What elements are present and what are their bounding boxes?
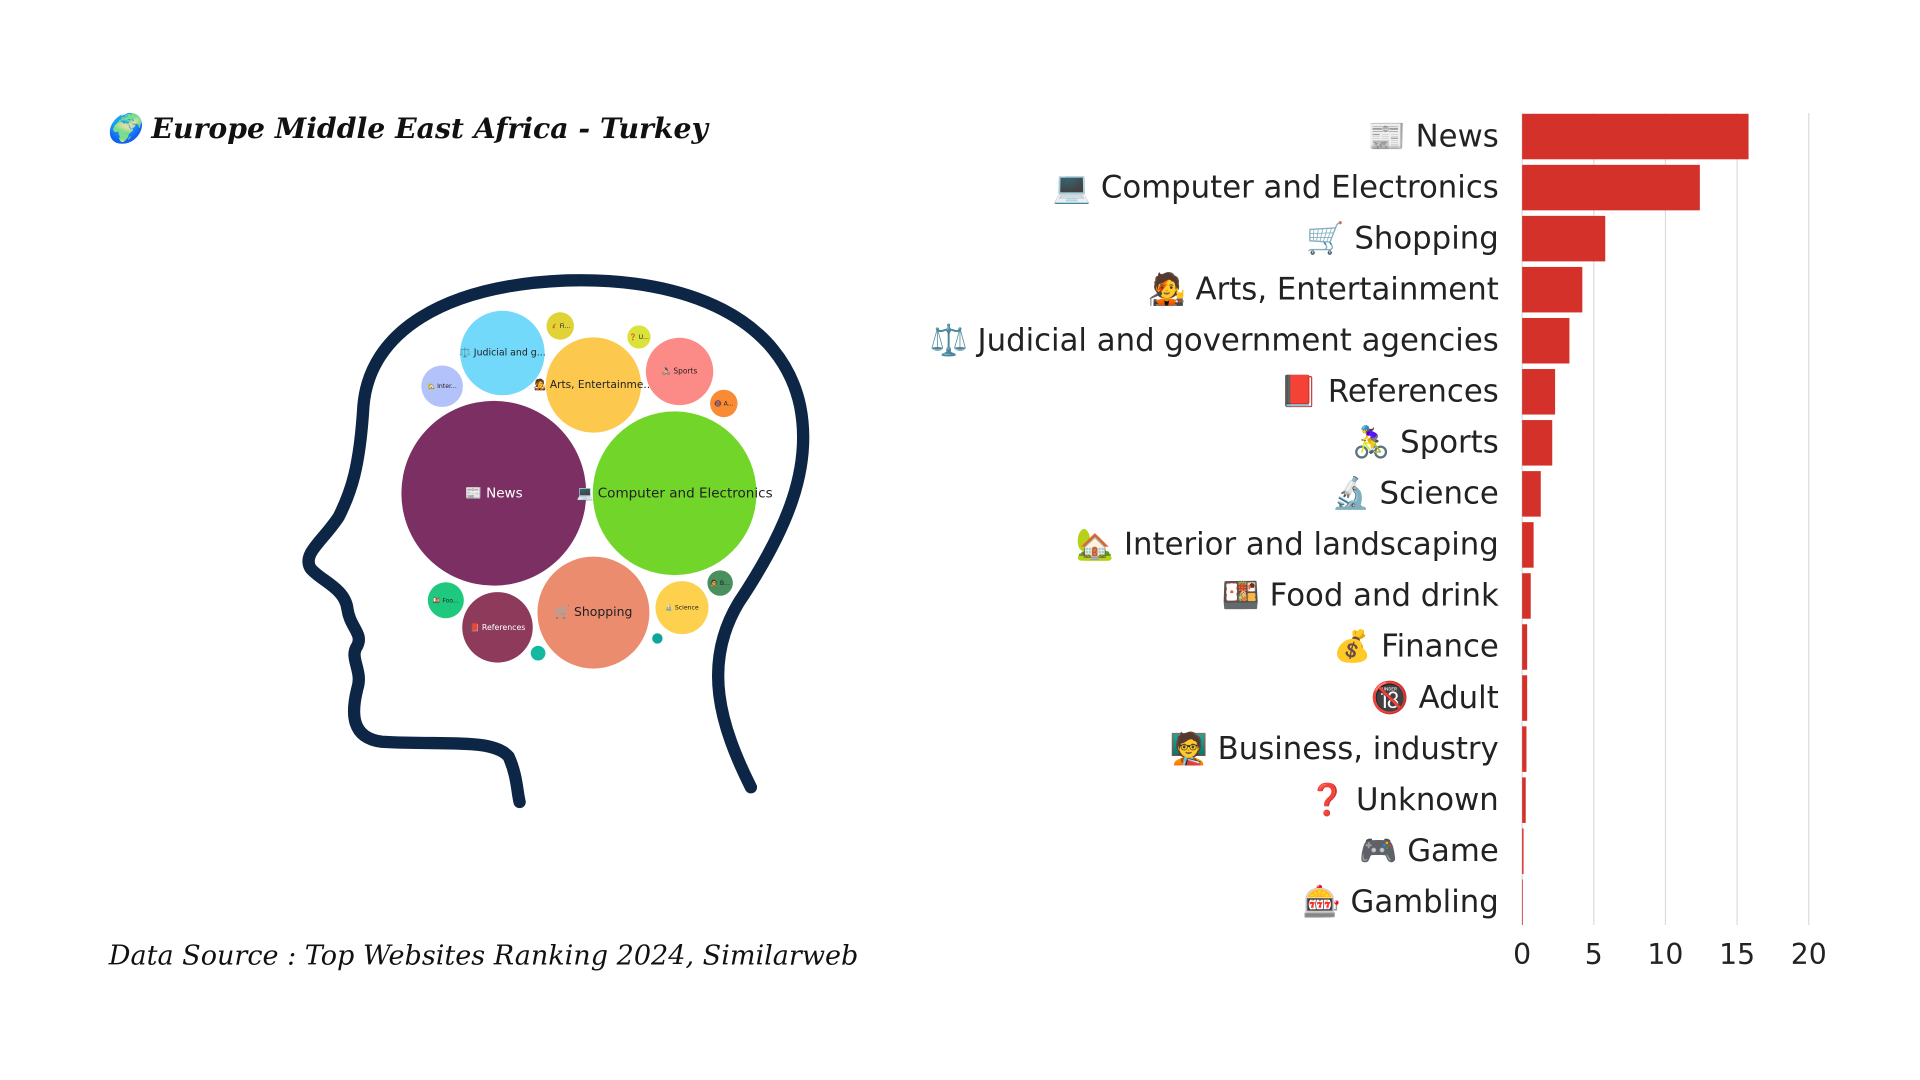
y-tick-label: 🔬 Science: [1332, 475, 1499, 512]
bubble: [655, 581, 709, 635]
x-tick-label: 5: [1585, 938, 1603, 971]
bar: [1522, 675, 1528, 721]
bubble: [462, 592, 533, 663]
bar: [1522, 317, 1570, 364]
bubble: [460, 310, 545, 396]
bar: [1522, 522, 1534, 568]
y-tick-label: 💰 Finance: [1333, 629, 1499, 665]
bar: [1522, 624, 1528, 670]
bar: [1522, 113, 1749, 160]
bubble: [427, 582, 464, 619]
bubble: [421, 365, 463, 408]
bubble: [530, 645, 546, 661]
bar: [1522, 573, 1531, 619]
bubble-label: 💻 Computer and Electronics: [577, 485, 773, 501]
bubble-label: 🔬 Science: [665, 604, 699, 612]
x-tick-label: 10: [1647, 938, 1683, 971]
y-tick-label: 🍱 Food and drink: [1222, 578, 1499, 614]
bubble: [710, 389, 738, 418]
y-tick-label: 🎰 Gambling: [1302, 884, 1498, 920]
y-tick-label: 🔞 Adult: [1371, 680, 1499, 716]
bubble-label: 💰 Fi...: [550, 322, 570, 330]
bubble-label: 🛒 Shopping: [555, 604, 633, 619]
bubble-label: ⚖️ Judicial and g...: [459, 347, 546, 359]
y-tick-label: ❓ Unknown: [1308, 782, 1499, 818]
bubble: [537, 556, 650, 669]
x-tick-label: 20: [1791, 938, 1827, 971]
y-tick-label: 🛒 Shopping: [1306, 220, 1498, 256]
y-tick-label: 💻 Computer and Electronics: [1053, 169, 1499, 205]
bubble-label: 🚴‍♀️ Sports: [662, 366, 698, 375]
y-tick-label: ⚖️ Judicial and government agencies: [929, 322, 1498, 358]
bar: [1522, 164, 1700, 211]
y-tick-label: 🎮 Game: [1359, 833, 1499, 869]
bubble-label: 📰 News: [465, 485, 523, 501]
bubble-label: 🧑‍🎤 Arts, Entertainme...: [533, 378, 653, 391]
bubble-label: 📕 References: [470, 623, 526, 632]
bubble: [592, 411, 757, 576]
bar-chart: 0 5 10 15 20 📰 News 💻 Computer and Electronics…: [929, 113, 1827, 971]
bar: [1522, 369, 1556, 415]
y-tick-label: 🧑‍🎤 Arts, Entertainment: [1148, 270, 1499, 307]
bar: [1522, 471, 1541, 517]
source-note: Data Source : Top Websites Ranking 2024,…: [108, 940, 859, 971]
bubble: [627, 325, 651, 349]
bar: [1522, 726, 1527, 772]
bubble-label: 🏡 Inter...: [427, 382, 456, 390]
bubble-label: ❓ U...: [629, 333, 649, 341]
bubble: [645, 337, 714, 406]
bar: [1522, 879, 1523, 926]
bar: [1522, 266, 1583, 313]
head-outline: [302, 274, 810, 809]
bubble-label: 🧑‍🏫 B...: [710, 579, 730, 587]
bubble: [401, 400, 587, 586]
bubble-label: 🔞 A...: [714, 399, 734, 407]
y-tick-label: 🏡 Interior and landscaping: [1076, 527, 1499, 563]
bar: [1522, 777, 1526, 823]
chart-title: 🌍 Europe Middle East Africa - Turkey: [105, 111, 710, 145]
x-tick-label: 0: [1513, 938, 1531, 971]
bubble-chart: 📰 News 💻 Computer and Electronics 🛒 Shoppi…: [401, 310, 773, 669]
bar: [1522, 828, 1524, 874]
bubble: [652, 633, 663, 644]
bubble: [707, 570, 733, 596]
bar: [1522, 420, 1553, 466]
y-tick-label: 🧑‍🏫 Business, industry: [1170, 730, 1499, 767]
bar: [1522, 215, 1606, 262]
y-tick-label: 🚴‍♀️ Sports: [1352, 425, 1499, 461]
bubble: [546, 312, 574, 340]
y-tick-label: 📰 News: [1368, 118, 1499, 154]
x-tick-label: 15: [1719, 938, 1755, 971]
bubble-label: 🍱 Foo...: [433, 597, 459, 604]
y-tick-label: 📕 References: [1280, 374, 1499, 410]
bubble: [545, 337, 642, 433]
